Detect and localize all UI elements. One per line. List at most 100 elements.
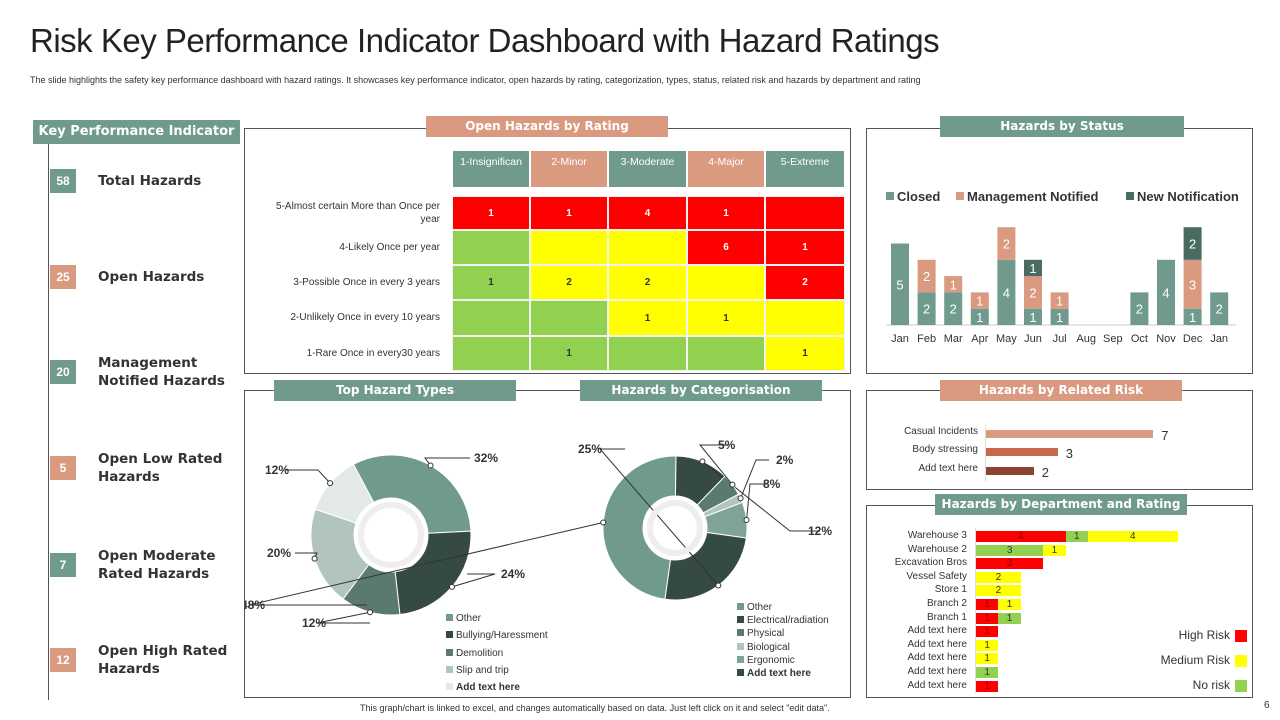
y-axis bbox=[985, 425, 986, 482]
heatmap-cell: 6 bbox=[687, 230, 765, 265]
department-header: Hazards by Department and Rating bbox=[935, 494, 1187, 515]
kpi-value: 20 bbox=[50, 360, 76, 384]
x-tick-label: Jan bbox=[1210, 333, 1228, 345]
department-bar-segment: 2 bbox=[976, 585, 1021, 597]
legend-swatch bbox=[737, 603, 744, 610]
department-bar-segment: 1 bbox=[1043, 544, 1066, 556]
donut-slice bbox=[352, 454, 472, 534]
legend-item: Demolition bbox=[446, 645, 503, 662]
bar-value-label: 5 bbox=[896, 277, 903, 292]
column-label: 5-Extreme bbox=[780, 156, 830, 168]
legend-swatch bbox=[1235, 655, 1247, 667]
status-bar bbox=[1130, 292, 1149, 325]
leader-line bbox=[746, 483, 767, 521]
bar-value-label: 2 bbox=[1003, 237, 1010, 252]
status-bar bbox=[917, 259, 936, 293]
heatmap-cell: 1 bbox=[452, 196, 530, 230]
department-bar-segment: 1 bbox=[976, 653, 999, 665]
status-bar bbox=[1024, 276, 1042, 309]
heatmap-cell bbox=[530, 300, 608, 336]
legend-label: No risk bbox=[1192, 678, 1230, 692]
heatmap-cell: 1 bbox=[687, 300, 765, 336]
bar-value-label: 2 bbox=[1189, 237, 1196, 252]
x-tick-label: Apr bbox=[971, 333, 988, 345]
status-bar bbox=[1157, 259, 1175, 325]
legend-swatch bbox=[446, 683, 453, 691]
leader-dot bbox=[600, 519, 607, 526]
x-tick-label: Sep bbox=[1103, 333, 1123, 345]
legend-label: Bullying/Haressment bbox=[456, 630, 548, 642]
x-tick-label: Mar bbox=[944, 333, 963, 345]
risk-category-label: Casual Incidents bbox=[904, 426, 978, 437]
column-label: 4-Major bbox=[708, 156, 744, 168]
legend-label: Biological bbox=[747, 641, 790, 653]
legend-item: Ergonomic bbox=[737, 654, 795, 667]
heatmap-cell: 2 bbox=[530, 265, 608, 300]
heatmap-cell: 1 bbox=[530, 196, 608, 230]
bar-value-label: 1 bbox=[1189, 310, 1196, 325]
legend-swatch bbox=[446, 648, 453, 656]
legend-label: Physical bbox=[747, 628, 785, 640]
risk-bar bbox=[986, 448, 1058, 456]
department-bar-segment: 1 bbox=[976, 612, 999, 624]
department-label: Add text here bbox=[907, 638, 967, 650]
risk-value-label: 7 bbox=[1161, 428, 1169, 443]
likelihood-row-label: 2-Unlikely Once in every 10 years bbox=[290, 312, 440, 323]
bar-value-label: 4 bbox=[1162, 285, 1169, 300]
legend-item: Bullying/Haressment bbox=[446, 627, 548, 644]
rating-column-header: 3-Moderate bbox=[609, 151, 686, 187]
leader-dot bbox=[327, 480, 334, 487]
slice-percent-label: 25% bbox=[578, 442, 602, 456]
bar-value-label: 2 bbox=[1029, 285, 1036, 300]
legend-label: Demolition bbox=[456, 647, 504, 659]
legend-item: Add text here bbox=[446, 679, 520, 696]
page-number: 6 bbox=[1264, 700, 1270, 711]
department-bar-segment: 1 bbox=[976, 639, 999, 651]
leader-dot bbox=[715, 582, 722, 589]
slice-percent-label: 20% bbox=[267, 546, 291, 560]
legend-swatch bbox=[446, 665, 453, 673]
legend-swatch bbox=[737, 642, 744, 650]
bar-value-label: 2 bbox=[1136, 302, 1143, 317]
bar-value-label: 2 bbox=[923, 302, 930, 317]
department-label: Excavation Bros bbox=[894, 557, 967, 569]
slice-percent-label: 12% bbox=[808, 524, 832, 538]
leader-line bbox=[248, 521, 604, 606]
heatmap-cell bbox=[452, 336, 530, 371]
risk-value-label: 3 bbox=[1065, 446, 1073, 461]
legend-swatch bbox=[737, 655, 744, 663]
legend-swatch bbox=[446, 614, 453, 621]
status-bar bbox=[891, 243, 909, 325]
legend-item: Slip and trip bbox=[446, 662, 509, 679]
footer-note: This graph/chart is linked to excel, and… bbox=[360, 703, 830, 713]
y-axis bbox=[975, 528, 976, 693]
x-tick-label: Aug bbox=[1076, 333, 1096, 345]
status-bar bbox=[970, 292, 989, 309]
donut-inner-ring bbox=[358, 502, 424, 568]
heatmap-cell: 1 bbox=[608, 300, 687, 336]
bar-value-label: 3 bbox=[1189, 277, 1196, 292]
department-label: Add text here bbox=[907, 679, 967, 691]
legend-item: Add text here bbox=[737, 667, 811, 680]
leader-line bbox=[698, 444, 733, 485]
likelihood-row-label: 1-Rare Once in every30 years bbox=[306, 348, 440, 359]
department-bar-segment: 1 bbox=[998, 612, 1021, 624]
legend-label: New Notification bbox=[1137, 189, 1239, 204]
legend-swatch bbox=[737, 669, 744, 676]
status-bar bbox=[1024, 259, 1042, 277]
risk-value-label: 2 bbox=[1041, 465, 1050, 480]
donut-slice bbox=[394, 530, 472, 616]
status-bar bbox=[1183, 259, 1202, 309]
leader-line bbox=[598, 448, 719, 586]
slice-percent-label: 12% bbox=[302, 616, 326, 630]
legend-item: Electrical/radiation bbox=[737, 614, 829, 627]
department-label: Add text here bbox=[907, 666, 967, 677]
bar-value-label: 1 bbox=[1029, 310, 1036, 325]
top-hazard-types-header: Top Hazard Types bbox=[274, 380, 516, 401]
heatmap-cell: 1 bbox=[765, 230, 845, 265]
kpi-header: Key Performance Indicator bbox=[33, 120, 240, 144]
department-bar-segment: 3 bbox=[976, 558, 1044, 570]
rating-column-header: 2-Minor bbox=[531, 151, 607, 187]
heatmap-cell bbox=[608, 336, 687, 371]
open-hazards-header: Open Hazards by Rating bbox=[426, 116, 668, 137]
